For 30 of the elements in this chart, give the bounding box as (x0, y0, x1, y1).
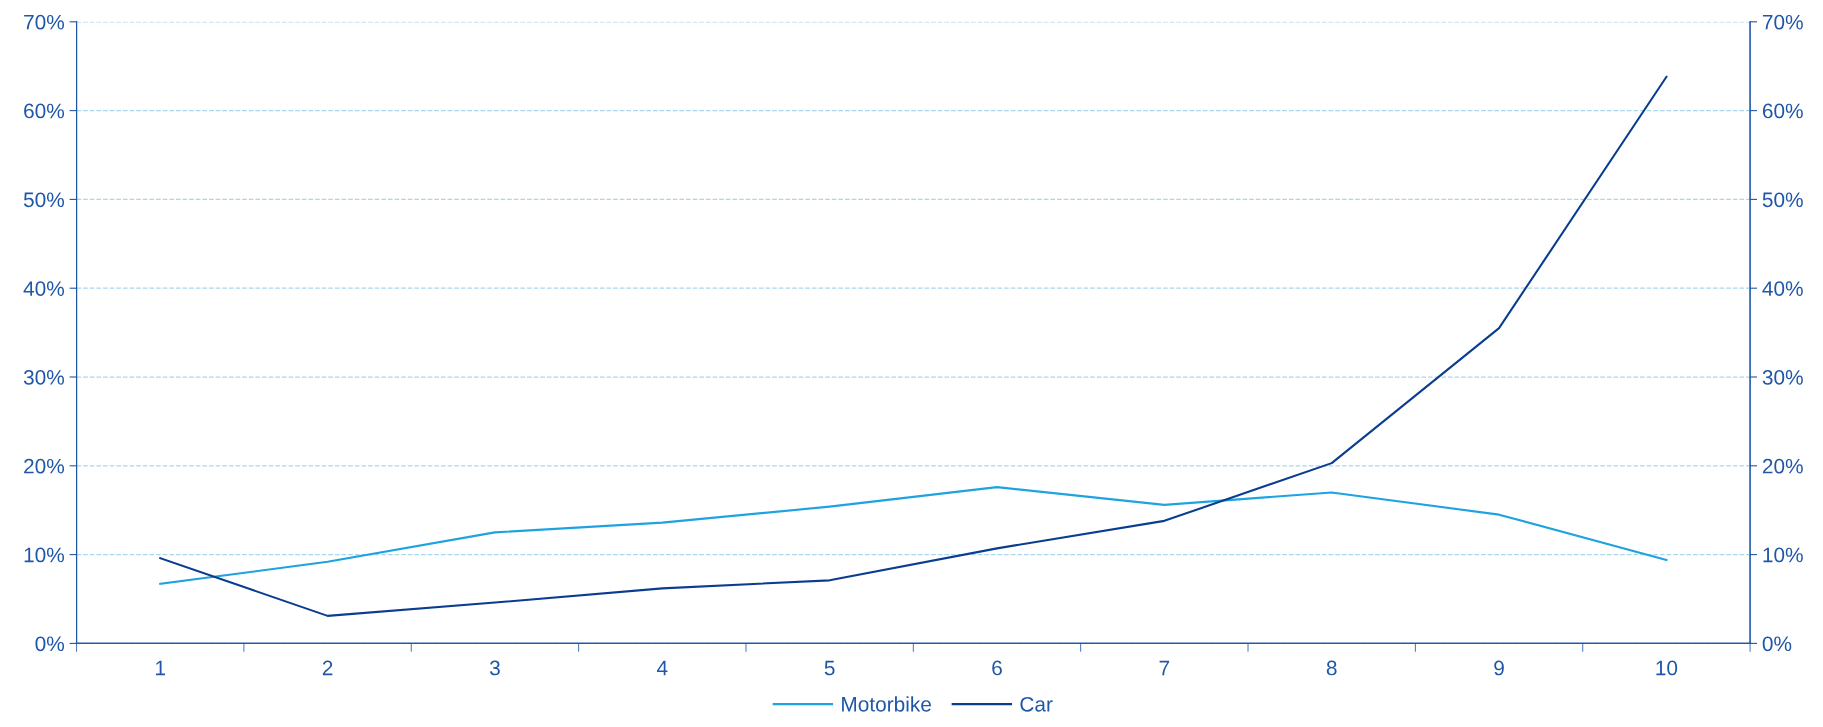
y-tick-label: 60% (24, 103, 65, 119)
legend-label: Motorbike (842, 696, 931, 712)
x-tick-label: 10 (1656, 660, 1678, 676)
x-tick-label: 4 (656, 660, 668, 676)
y-tick-label: 70% (24, 14, 65, 30)
x-tick-label: 6 (992, 660, 1002, 676)
x-tick-label: 2 (322, 660, 333, 676)
line-series (159, 486, 1668, 585)
legend-label: Car (1020, 696, 1053, 712)
line-series (159, 75, 1668, 617)
y2-tick-label: 20% (1762, 458, 1803, 474)
y2-tick-label: 50% (1762, 192, 1803, 208)
y2-tick-label: 40% (1762, 281, 1803, 296)
x-tick-label: 8 (1326, 660, 1337, 676)
x-tick-label: 7 (1159, 660, 1170, 676)
y2-tick-label: 60% (1762, 103, 1803, 119)
y2-tick-label: 70% (1762, 14, 1803, 30)
y-tick-label: 40% (23, 281, 65, 296)
x-tick-label: 5 (824, 660, 835, 676)
y2-tick-label: 30% (1762, 370, 1803, 385)
y-tick-label: 20% (24, 458, 65, 474)
y2-tick-label: 10% (1763, 547, 1803, 563)
y2-tick-label: 0% (1762, 636, 1792, 652)
x-tick-label: 9 (1494, 660, 1504, 676)
x-tick-label: 3 (489, 660, 500, 676)
y-tick-label: 0% (35, 636, 65, 652)
y-tick-label: 10% (24, 547, 65, 563)
y-tick-label: 50% (23, 192, 65, 208)
y-tick-label: 30% (23, 370, 65, 385)
x-tick-label: 1 (156, 660, 166, 676)
